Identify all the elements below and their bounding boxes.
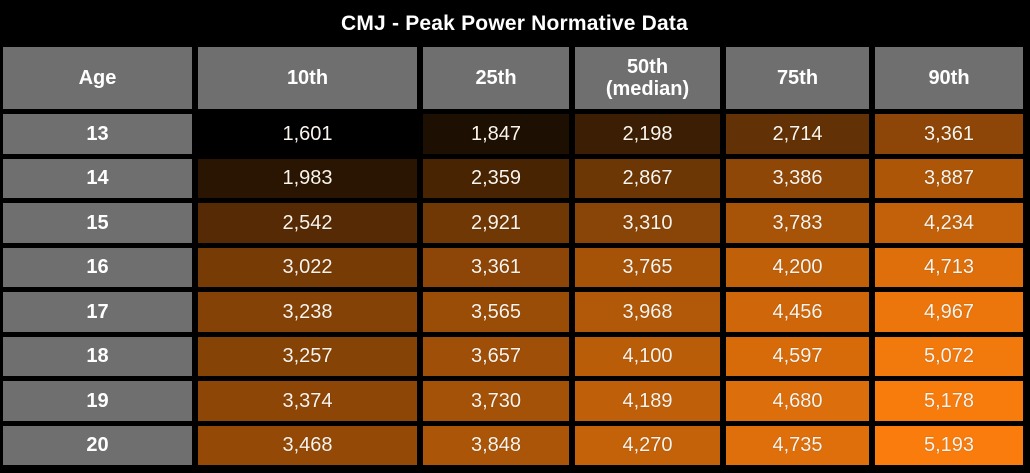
page-title: CMJ - Peak Power Normative Data (341, 11, 688, 35)
table-cell: 5,178 (875, 381, 1023, 421)
table-cell: 4,189 (575, 381, 720, 421)
column-header-10th: 10th (198, 47, 417, 109)
table-cell: 1,847 (423, 114, 569, 154)
column-header-75th: 75th (726, 47, 869, 109)
row-header-age: 17 (3, 292, 192, 332)
table-cell: 3,887 (875, 158, 1023, 198)
table-cell: 4,456 (726, 292, 869, 332)
column-header-age: Age (3, 47, 192, 109)
table-cell: 5,193 (875, 425, 1023, 465)
table-cell: 3,765 (575, 247, 720, 287)
table-cell: 3,310 (575, 203, 720, 243)
table-cell: 3,022 (198, 247, 417, 287)
row-header-age: 14 (3, 158, 192, 198)
table-cell: 2,198 (575, 114, 720, 154)
column-header-50th: 50th (median) (575, 47, 720, 109)
table-cell: 3,238 (198, 292, 417, 332)
table-cell: 3,565 (423, 292, 569, 332)
table-cell: 4,100 (575, 336, 720, 376)
row-header-age: 20 (3, 425, 192, 465)
row-header-age: 18 (3, 336, 192, 376)
table-cell: 3,783 (726, 203, 869, 243)
row-header-age: 16 (3, 247, 192, 287)
table-cell: 2,921 (423, 203, 569, 243)
table-cell: 3,657 (423, 336, 569, 376)
column-header-90th: 90th (875, 47, 1023, 109)
table-cell: 3,848 (423, 425, 569, 465)
table-cell: 3,730 (423, 381, 569, 421)
table-cell: 4,597 (726, 336, 869, 376)
table-cell: 3,374 (198, 381, 417, 421)
table-cell: 3,468 (198, 425, 417, 465)
row-header-age: 13 (3, 114, 192, 154)
table-cell: 3,257 (198, 336, 417, 376)
row-header-age: 15 (3, 203, 192, 243)
table-cell: 2,359 (423, 158, 569, 198)
table-cell: 3,361 (875, 114, 1023, 154)
table-cell: 3,968 (575, 292, 720, 332)
table-cell: 4,713 (875, 247, 1023, 287)
table-cell: 4,967 (875, 292, 1023, 332)
table-cell: 2,714 (726, 114, 869, 154)
table-cell: 4,200 (726, 247, 869, 287)
table-cell: 4,680 (726, 381, 869, 421)
table-cell: 3,361 (423, 247, 569, 287)
row-header-age: 19 (3, 381, 192, 421)
table-cell: 4,270 (575, 425, 720, 465)
table-cell: 4,735 (726, 425, 869, 465)
column-header-25th: 25th (423, 47, 569, 109)
table-cell: 2,542 (198, 203, 417, 243)
table-cell: 3,386 (726, 158, 869, 198)
table-cell: 4,234 (875, 203, 1023, 243)
table-cell: 2,867 (575, 158, 720, 198)
table-cell: 5,072 (875, 336, 1023, 376)
table-cell: 1,983 (198, 158, 417, 198)
table-cell: 1,601 (198, 114, 417, 154)
normative-data-table: Age 10th 25th 50th (median) 75th 90th 13… (3, 47, 1026, 465)
